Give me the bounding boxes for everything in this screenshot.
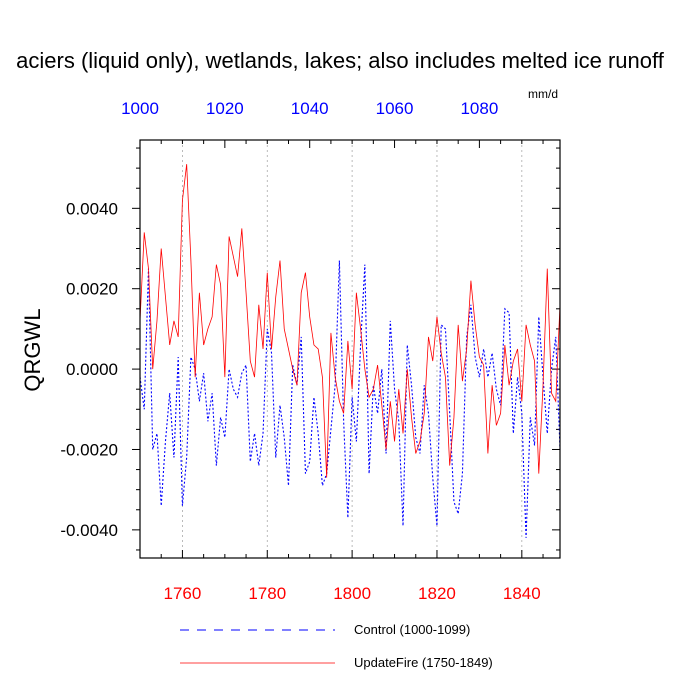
x-top-tick-label: 1040	[291, 99, 329, 118]
x-top-tick-label: 1060	[376, 99, 414, 118]
y-tick-label: -0.0040	[60, 521, 118, 540]
series-line-control	[139, 260, 561, 538]
x-bottom-tick-label: 1840	[503, 584, 541, 603]
ticks	[132, 140, 560, 558]
y-tick-label: 0.0020	[66, 280, 118, 299]
x-bottom-tick-label: 1820	[418, 584, 456, 603]
legend-label-control: Control (1000-1099)	[354, 622, 470, 637]
x-top-tick-label: 1000	[121, 99, 159, 118]
y-tick-label: -0.0020	[60, 440, 118, 459]
series-lines	[139, 164, 561, 538]
x-top-tick-label: 1080	[460, 99, 498, 118]
x-bottom-tick-label: 1800	[333, 584, 371, 603]
x-bottom-tick-label: 1760	[164, 584, 202, 603]
legend: Control (1000-1099) UpdateFire (1750-184…	[180, 622, 493, 670]
chart-title: aciers (liquid only), wetlands, lakes; a…	[16, 48, 665, 73]
y-axis-label: QRGWL	[20, 308, 45, 391]
grid	[182, 140, 523, 558]
tick-labels: 1760 1780 1800 1820 1840 1000 1020 1040 1060 1080…	[60, 99, 540, 603]
x-top-tick-label: 1020	[206, 99, 244, 118]
legend-label-updatefire: UpdateFire (1750-1849)	[354, 655, 493, 670]
y-tick-label: 0.0000	[66, 360, 118, 379]
series-line-updatefire	[139, 164, 561, 478]
y-tick-label: 0.0040	[66, 199, 118, 218]
units-label: mm/d	[528, 87, 558, 101]
x-bottom-tick-label: 1780	[248, 584, 286, 603]
plot-frame	[139, 139, 561, 559]
